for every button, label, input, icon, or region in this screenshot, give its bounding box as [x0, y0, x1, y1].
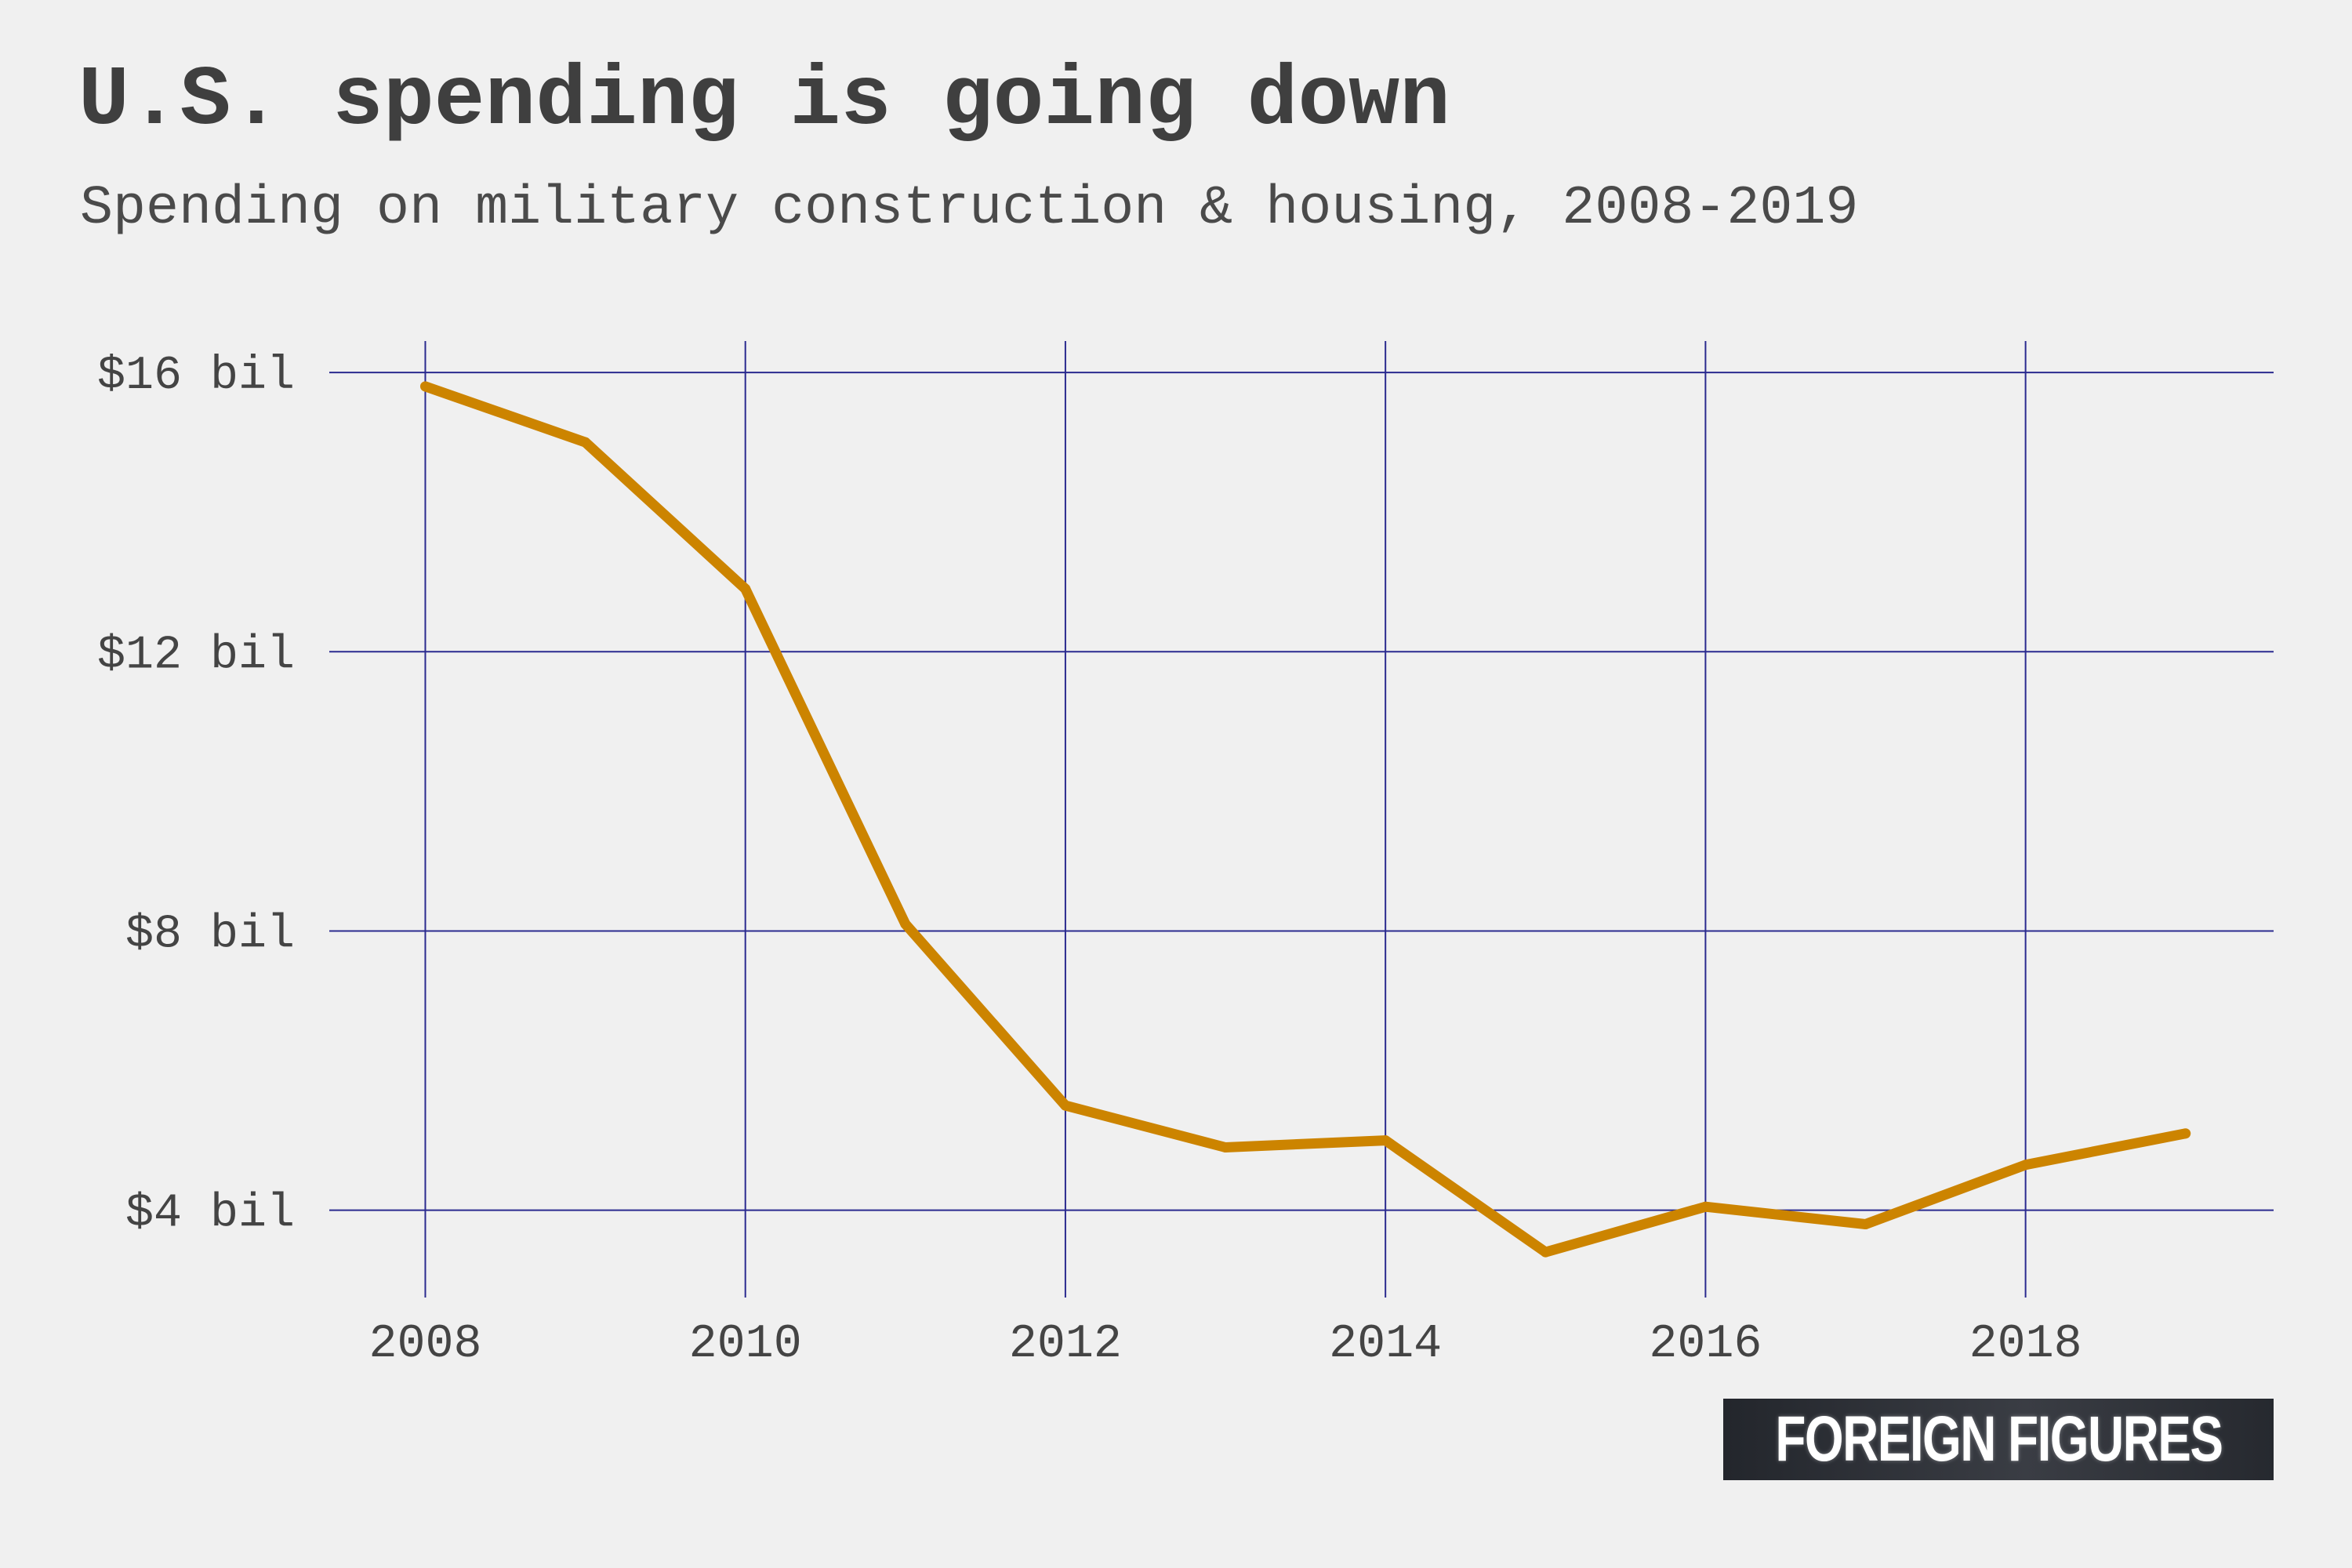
x-tick-label: 2016	[1649, 1318, 1762, 1371]
foreign-figures-logo: FOREIGN FIGURES	[1723, 1399, 2274, 1480]
x-tick-label: 2008	[368, 1318, 481, 1371]
data-point	[1540, 1247, 1551, 1258]
axis-tick-labels: $4 bil $8 bil $12 bil $16 bil 2008 2010 2012 20…	[97, 350, 2082, 1371]
y-tick-label: $4 bil	[125, 1188, 295, 1241]
y-tick-label: $8 bil	[125, 908, 295, 961]
chart-title: U.S. spending is going down	[78, 53, 1450, 149]
y-tick-label: $12 bil	[97, 629, 295, 682]
data-point	[2020, 1160, 2031, 1171]
data-point	[1220, 1142, 1231, 1153]
data-point	[580, 437, 591, 448]
data-point	[419, 381, 430, 392]
data-point	[1860, 1218, 1871, 1229]
x-tick-label: 2014	[1329, 1318, 1442, 1371]
data-point	[1700, 1201, 1711, 1212]
chart-subtitle: Spending on military construction & hous…	[80, 178, 1859, 240]
data-point	[1060, 1100, 1071, 1111]
series-line	[423, 381, 2187, 1258]
data-point	[2180, 1128, 2191, 1139]
data-point	[1380, 1135, 1391, 1146]
x-tick-label: 2018	[1969, 1318, 2082, 1371]
grid-lines	[329, 341, 2274, 1298]
data-point	[740, 583, 751, 594]
series-layer	[419, 381, 2191, 1258]
data-point	[900, 919, 911, 930]
logo-text: FOREIGN FIGURES	[1774, 1403, 2223, 1475]
x-tick-label: 2012	[1009, 1318, 1122, 1371]
y-tick-label: $16 bil	[97, 350, 295, 403]
x-tick-label: 2010	[689, 1318, 802, 1371]
